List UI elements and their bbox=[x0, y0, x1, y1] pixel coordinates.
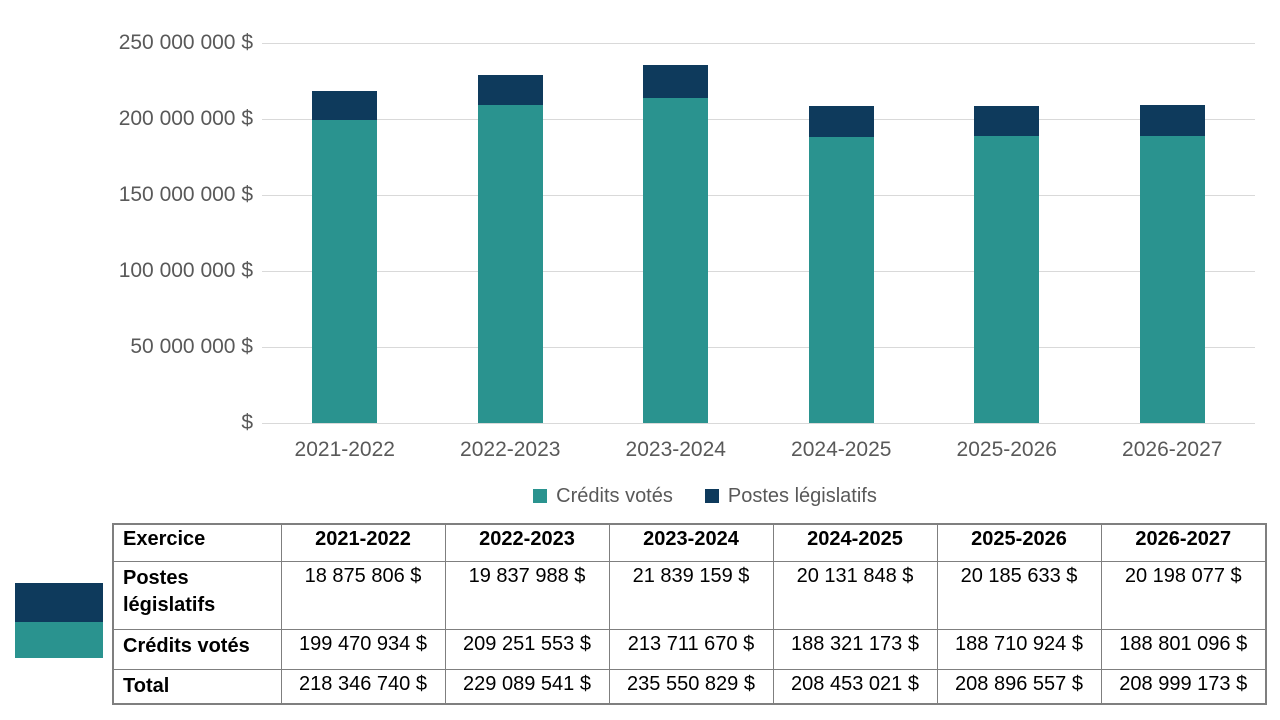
bar-group-2021-2022 bbox=[262, 43, 428, 423]
table-header-cell: 2022-2023 bbox=[444, 523, 610, 562]
table-cell: 209 251 553 $ bbox=[444, 628, 610, 670]
bar-segment-postes-legislatifs bbox=[974, 105, 1040, 137]
bar-stack bbox=[808, 106, 874, 423]
table-cell: 188 801 096 $ bbox=[1100, 628, 1267, 670]
table-cell: 18 875 806 $ bbox=[280, 560, 446, 630]
bar-group-2023-2024 bbox=[593, 43, 759, 423]
bar-segment-postes-legislatifs bbox=[477, 74, 543, 105]
table-header-row: Exercice 2021-2022 2022-2023 2023-2024 2024-… bbox=[112, 523, 1267, 562]
table-cell: 21 839 159 $ bbox=[608, 560, 774, 630]
bar-stack bbox=[1139, 105, 1205, 423]
table-header-cell: 2023-2024 bbox=[608, 523, 774, 562]
bar-stack bbox=[312, 91, 378, 423]
table-cell: 235 550 829 $ bbox=[608, 668, 774, 705]
y-axis-tick-label: $ bbox=[241, 411, 253, 434]
y-axis-tick-label: 50 000 000 $ bbox=[130, 335, 253, 358]
y-axis-tick-label: 200 000 000 $ bbox=[118, 107, 253, 130]
table-cell: 218 346 740 $ bbox=[280, 668, 446, 705]
table-row-total: Total 218 346 740 $229 089 541 $235 550 8… bbox=[112, 668, 1267, 705]
gridline bbox=[262, 347, 1255, 348]
y-axis-tick-label: 100 000 000 $ bbox=[118, 259, 253, 282]
gridline bbox=[262, 195, 1255, 196]
bar-segment-credits-votes bbox=[312, 119, 378, 423]
y-axis-tick-label: 150 000 000 $ bbox=[118, 183, 253, 206]
gridline bbox=[262, 43, 1255, 44]
table-cell: 208 453 021 $ bbox=[772, 668, 938, 705]
bar-stack bbox=[477, 74, 543, 423]
x-axis-label: 2023-2024 bbox=[625, 438, 726, 461]
bar-segment-postes-legislatifs bbox=[808, 106, 874, 137]
bar-segment-credits-votes bbox=[1139, 136, 1205, 423]
table-header-cell: 2024-2025 bbox=[772, 523, 938, 562]
table-cell: 229 089 541 $ bbox=[444, 668, 610, 705]
x-axis-label: 2025-2026 bbox=[956, 438, 1057, 461]
table-row-postes-legislatifs: Postes législatifs 18 875 806 $19 837 988… bbox=[112, 560, 1267, 630]
legend-swatch-icon bbox=[704, 489, 719, 503]
table-row-swatch-postes-legislatifs bbox=[15, 583, 103, 622]
table-cell: 19 837 988 $ bbox=[444, 560, 610, 630]
bar-segment-postes-legislatifs bbox=[1139, 105, 1205, 136]
bar-segment-credits-votes bbox=[808, 136, 874, 423]
table-row-label: Crédits votés bbox=[112, 628, 282, 670]
bar-group-2025-2026 bbox=[924, 43, 1090, 423]
gridline bbox=[262, 271, 1255, 272]
x-axis-label: 2021-2022 bbox=[294, 438, 395, 461]
table-header-cell: 2025-2026 bbox=[936, 523, 1102, 562]
table-cell: 20 185 633 $ bbox=[936, 560, 1102, 630]
legend-label: Postes législatifs bbox=[727, 484, 877, 507]
data-table: Exercice 2021-2022 2022-2023 2023-2024 2024-… bbox=[112, 523, 1267, 705]
table-cell: 188 710 924 $ bbox=[936, 628, 1102, 670]
table-row-credits-votes: Crédits votés 199 470 934 $209 251 553 $2… bbox=[112, 628, 1267, 670]
table-cell: 213 711 670 $ bbox=[608, 628, 774, 670]
table-cell: 208 999 173 $ bbox=[1100, 668, 1267, 705]
y-axis: 250 000 000 $ 200 000 000 $ 150 000 000 $ 1… bbox=[0, 0, 253, 470]
bar-group-2024-2025 bbox=[759, 43, 925, 423]
x-axis-label: 2024-2025 bbox=[791, 438, 892, 461]
table-header-cell: 2026-2027 bbox=[1100, 523, 1267, 562]
x-axis-label: 2026-2027 bbox=[1122, 438, 1223, 461]
bar-stack bbox=[974, 105, 1040, 423]
gridline bbox=[262, 119, 1255, 120]
table-cell: 20 198 077 $ bbox=[1100, 560, 1267, 630]
legend: Crédits votés Postes législatifs bbox=[110, 483, 1280, 509]
y-axis-tick-label: 250 000 000 $ bbox=[118, 31, 253, 54]
table-cell: 188 321 173 $ bbox=[772, 628, 938, 670]
bar-segment-credits-votes bbox=[643, 98, 709, 423]
legend-label: Crédits votés bbox=[556, 484, 673, 507]
legend-item-credits-votes: Crédits votés bbox=[533, 485, 673, 508]
table-cell: 208 896 557 $ bbox=[936, 668, 1102, 705]
bar-group-2026-2027 bbox=[1090, 43, 1256, 423]
table-row-swatch-credits-votes bbox=[15, 622, 103, 658]
gridline bbox=[262, 423, 1255, 424]
x-axis: 2021-2022 2022-2023 2023-2024 2024-2025 2025… bbox=[0, 437, 1280, 467]
legend-item-postes-legislatifs: Postes législatifs bbox=[704, 484, 877, 508]
plot-area bbox=[262, 43, 1256, 424]
legend-swatch-icon bbox=[533, 489, 548, 503]
table-row-label: Postes législatifs bbox=[112, 560, 282, 630]
table-header-cell: Exercice bbox=[112, 523, 282, 562]
bar-segment-credits-votes bbox=[974, 136, 1040, 423]
table-cell: 199 470 934 $ bbox=[280, 628, 446, 670]
bar-stack bbox=[643, 65, 709, 423]
table-row-label: Total bbox=[112, 668, 282, 705]
bar-segment-postes-legislatifs bbox=[643, 65, 709, 99]
bar-group-2022-2023 bbox=[428, 43, 594, 423]
table-cell: 20 131 848 $ bbox=[772, 560, 938, 630]
bar-segment-postes-legislatifs bbox=[312, 91, 378, 120]
bar-segment-credits-votes bbox=[477, 104, 543, 423]
table-header-cell: 2021-2022 bbox=[280, 523, 446, 562]
x-axis-label: 2022-2023 bbox=[460, 438, 561, 461]
